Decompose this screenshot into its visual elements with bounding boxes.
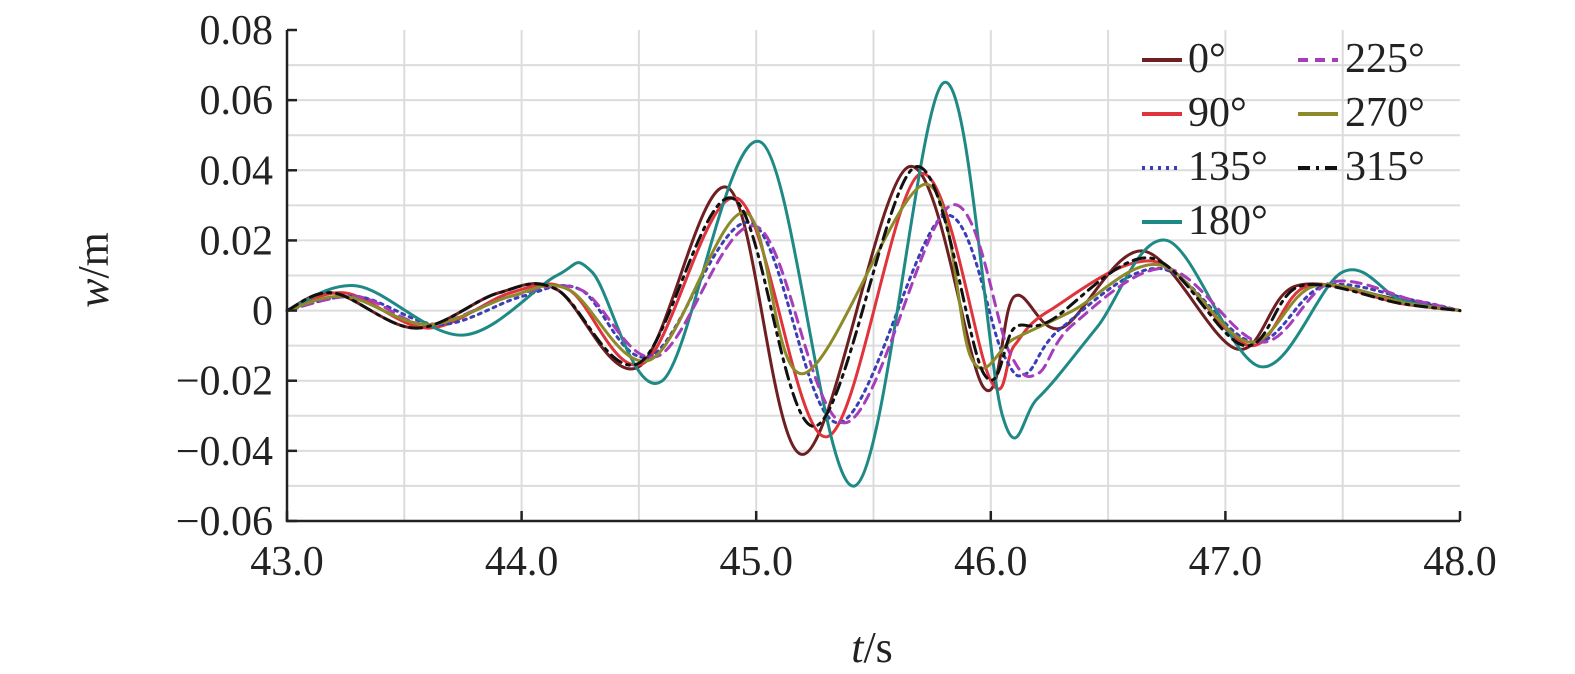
legend-label-6: 315°: [1345, 144, 1425, 190]
series-line-6: [285, 165, 1462, 428]
series-group: [285, 81, 1462, 488]
y-tick-label: −0.06: [176, 499, 273, 545]
y-tick-label: 0.08: [200, 8, 274, 54]
axes: [285, 28, 1462, 523]
y-axis-variable: w: [69, 278, 118, 308]
y-tick-label: 0.06: [200, 78, 274, 124]
series-line-5: [285, 182, 1462, 376]
x-axis-label: t/s: [851, 623, 893, 672]
series-line-1: [285, 172, 1462, 439]
y-axis-label: w/m: [69, 232, 118, 308]
y-axis-unit: /m: [69, 232, 118, 278]
legend-label-4: 225°: [1345, 36, 1425, 82]
x-tick-label: 43.0: [250, 539, 324, 585]
y-tick-label: 0.04: [200, 148, 274, 194]
legend-label-1: 90°: [1188, 90, 1247, 136]
x-tick-label: 44.0: [485, 539, 559, 585]
legend: 0° 90° 135° 180° 225° 270° 315°: [1142, 36, 1425, 244]
legend-label-3: 180°: [1188, 198, 1268, 244]
series-line-4: [285, 203, 1462, 425]
x-tick-label: 46.0: [954, 539, 1028, 585]
grid: [287, 30, 1460, 521]
x-tick-label: 48.0: [1423, 539, 1497, 585]
y-tick-label: 0: [252, 289, 273, 335]
x-tick-label: 47.0: [1189, 539, 1263, 585]
y-tick-label: −0.04: [176, 429, 273, 475]
x-tick-label: 45.0: [719, 539, 793, 585]
y-tick-label: 0.02: [200, 218, 274, 264]
legend-label-0: 0°: [1188, 36, 1226, 82]
x-axis-unit: /s: [863, 623, 892, 672]
legend-label-2: 135°: [1188, 144, 1268, 190]
y-tick-label: −0.02: [176, 359, 273, 405]
series-line-3: [285, 81, 1462, 488]
legend-label-5: 270°: [1345, 90, 1425, 136]
tick-labels: 43.0 44.0 45.0 46.0 47.0 48.0 −0.06 −0.04 −0.02 0…: [176, 8, 1497, 585]
x-axis-variable: t: [851, 623, 865, 672]
